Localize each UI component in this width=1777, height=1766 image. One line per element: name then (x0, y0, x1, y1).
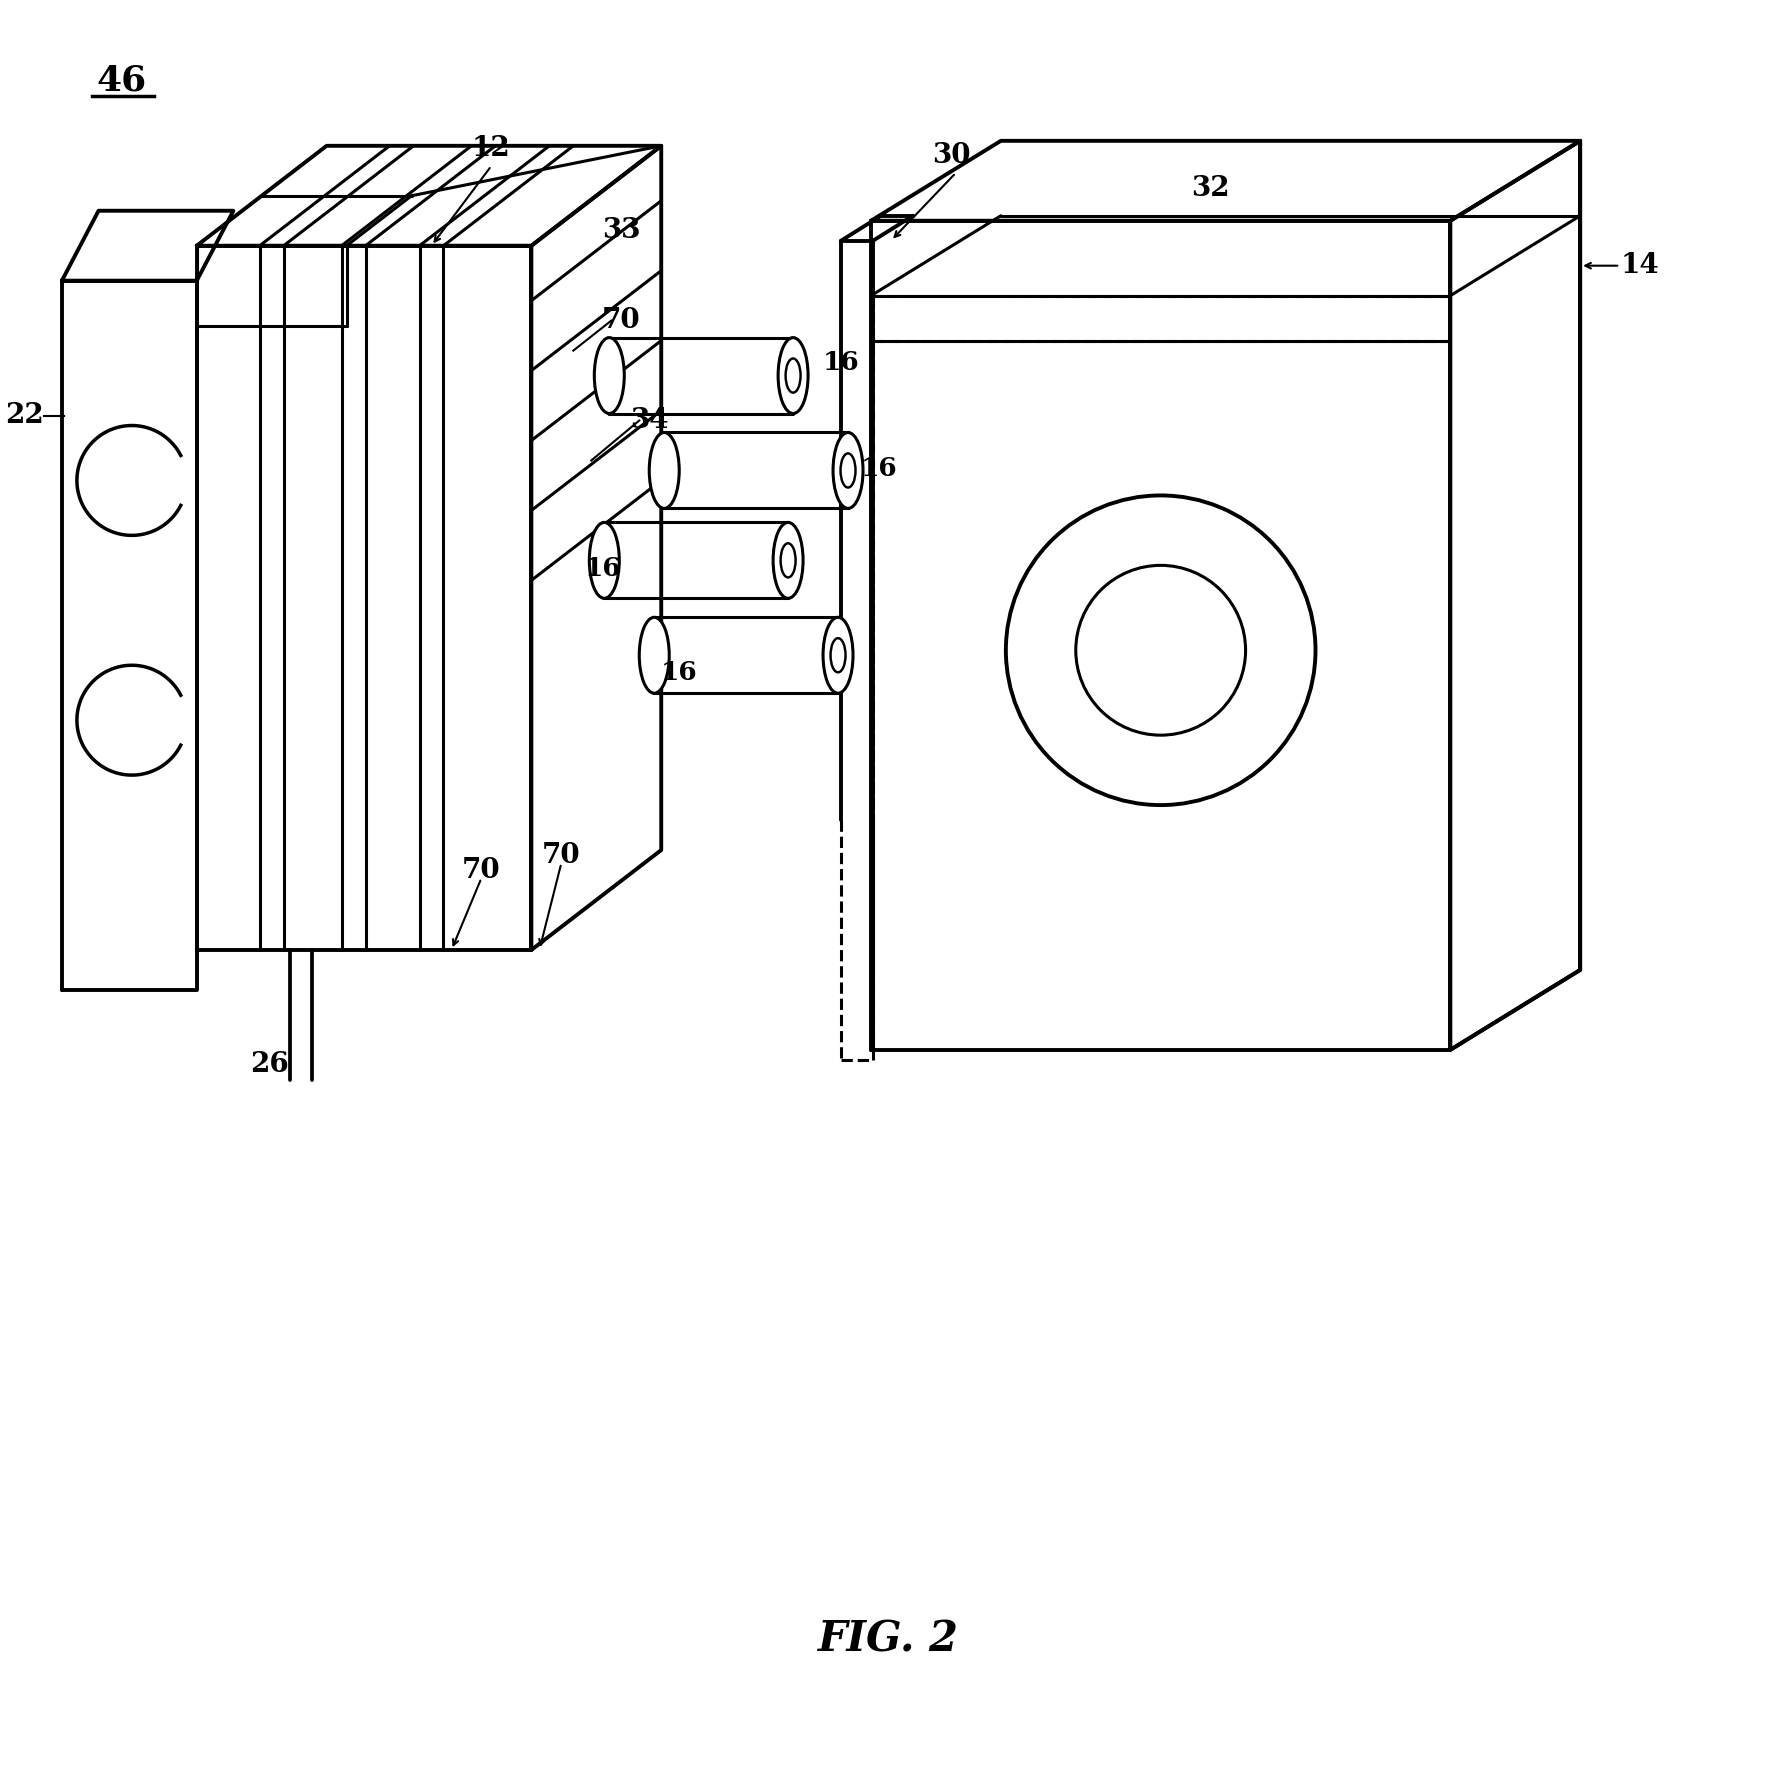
Text: 32: 32 (1191, 175, 1230, 203)
Ellipse shape (778, 337, 809, 413)
Ellipse shape (823, 618, 853, 694)
Ellipse shape (773, 523, 803, 599)
Text: 34: 34 (631, 406, 668, 434)
Text: 33: 33 (602, 217, 640, 244)
Text: FIG. 2: FIG. 2 (819, 1618, 960, 1660)
Ellipse shape (590, 523, 618, 599)
Ellipse shape (649, 433, 679, 509)
Text: 12: 12 (473, 136, 510, 162)
Text: 16: 16 (661, 660, 698, 685)
Text: 26: 26 (251, 1051, 290, 1079)
Text: 16: 16 (823, 350, 860, 374)
Text: 16: 16 (862, 456, 897, 480)
Text: 46: 46 (96, 64, 147, 97)
Text: 16: 16 (585, 556, 622, 581)
Text: 70: 70 (462, 857, 501, 883)
Ellipse shape (640, 618, 670, 694)
Ellipse shape (833, 433, 864, 509)
Ellipse shape (594, 337, 624, 413)
Text: 70: 70 (542, 842, 581, 869)
Text: 14: 14 (1621, 253, 1658, 279)
Text: 70: 70 (602, 307, 640, 334)
Text: 30: 30 (931, 143, 970, 170)
Text: 22: 22 (5, 403, 44, 429)
